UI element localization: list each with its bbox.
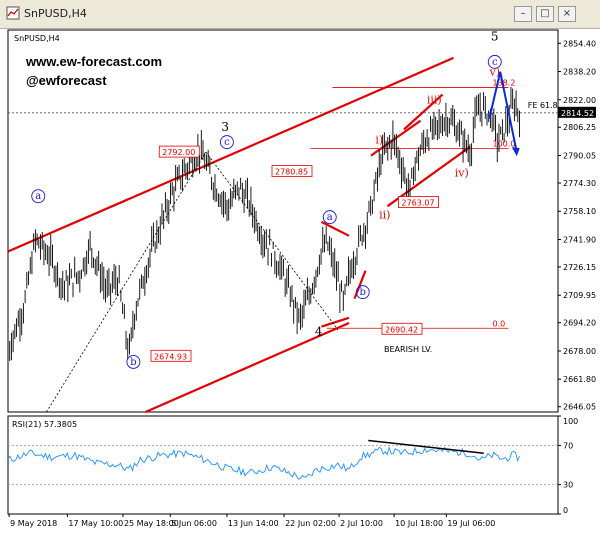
wave-label: i): [375, 133, 383, 146]
time-tick-label: 17 May 10:00: [68, 519, 123, 528]
wave-label: b: [130, 357, 136, 368]
price-label: 2690.42: [385, 325, 418, 334]
price-tick-label: 2790.05: [563, 152, 596, 161]
price-tick-label: 2822.00: [563, 96, 596, 105]
current-price-box: [558, 106, 596, 118]
wave-connector-line: [205, 151, 339, 331]
projection-path: [488, 71, 520, 157]
rsi-panel-frame: [7, 415, 559, 515]
price-axis: 2854.40 2838.20 2822.00 2806.25 2790.05 2774.…: [558, 39, 596, 412]
wave-connector: [46, 151, 339, 413]
rsi-label: RSI(21) 57.3805: [12, 420, 77, 429]
wave-circle: [322, 210, 337, 225]
fib-label: 0.0: [493, 319, 506, 328]
window-title: SnPUSD,H4: [24, 7, 87, 20]
price-label: 2780.85: [275, 168, 308, 177]
fib-label: 100.0: [493, 140, 516, 149]
price-tick-label: 2741.90: [563, 235, 596, 244]
wave-label: 3: [221, 120, 229, 134]
time-tick-label: 13 Jun 14:00: [228, 519, 279, 528]
watermark-url: www.ew-forecast.com: [25, 54, 162, 69]
trendlines: [7, 56, 471, 414]
fib-levels: 138.2 100.0 0.0 FE 61.8: [310, 79, 558, 329]
wave-label: 4: [315, 324, 323, 338]
trendline: [7, 56, 454, 253]
current-price-label: 2814.52: [561, 109, 594, 118]
trendline: [403, 93, 444, 131]
wave-circle: [219, 135, 234, 150]
price-tick-label: 2678.00: [563, 347, 596, 356]
time-tick-label: 25 May 18:00: [124, 519, 179, 528]
rsi-tick-label: 100: [563, 417, 578, 426]
price-label: 2763.07: [402, 199, 435, 208]
price-label-box: [150, 349, 192, 362]
maximize-icon[interactable]: □: [536, 6, 554, 22]
price-tick-label: 2709.95: [563, 291, 596, 300]
wave-label: a: [327, 212, 333, 223]
price-tick-label: 2758.10: [563, 207, 596, 216]
wave-label: c: [224, 137, 230, 148]
title-bar: SnPUSD,H4 – □ ×: [0, 0, 600, 29]
price-tick-label: 2774.30: [563, 179, 596, 188]
projection-arrow-icon: [511, 147, 520, 157]
bearish-annotation: BEARISH LV.: [384, 345, 432, 354]
time-tick-label: 10 Jul 18:00: [395, 519, 443, 528]
price-label-box: [398, 196, 439, 208]
price-label-box: [271, 165, 313, 177]
time-tick-label: 9 May 2018: [10, 519, 57, 528]
rsi-line: [7, 446, 520, 480]
price-label: 2674.93: [154, 352, 187, 361]
time-tick-label: 2 Jul 10:00: [340, 519, 383, 528]
trendline: [321, 220, 350, 237]
time-tick-label: 5 Jun 06:00: [171, 519, 217, 528]
rsi-tick-label: 0: [563, 506, 568, 515]
wave-labels: 3 4 5 a b c a b c i) ii) iii) iv) v): [31, 29, 502, 369]
time-tick-label: 22 Jun 02:00: [285, 519, 336, 528]
wave-label: iii): [427, 93, 442, 106]
close-icon[interactable]: ×: [558, 6, 576, 22]
wave-label: b: [360, 287, 366, 298]
price-tick-label: 2806.25: [563, 123, 596, 132]
projection-line: [488, 71, 518, 153]
trendline: [145, 322, 350, 414]
wave-label: a: [35, 191, 41, 202]
wave-label: ii): [379, 208, 390, 221]
time-axis: 9 May 2018 17 May 10:00 25 May 18:005 Jun …: [8, 514, 495, 528]
fib-label: 138.2: [493, 79, 516, 88]
price-label-box: [381, 322, 423, 335]
price-tick-label: 2854.40: [563, 39, 596, 48]
price-tick-label: 2694.20: [563, 319, 596, 328]
wave-label: iv): [455, 167, 469, 180]
wave-circle: [355, 285, 370, 300]
price-bars: [7, 86, 520, 362]
wave-circle: [126, 354, 141, 369]
rsi-tick-label: 30: [563, 481, 573, 490]
rsi-indicator: 100 70 30 0: [7, 415, 578, 515]
time-tick-label: 19 Jul 06:00: [447, 519, 495, 528]
price-label: 2792.00: [162, 148, 195, 157]
wave-connector-line: [46, 151, 207, 413]
fib-extension-label: FE 61.8: [528, 101, 558, 110]
chart-icon: [6, 6, 20, 20]
chart-canvas: SnPUSD,H4 www.ew-forecast.com @ewforecas…: [7, 29, 596, 528]
watermark-handle: @ewforecast: [26, 73, 107, 88]
main-plot-frame: [7, 29, 559, 413]
price-tick-label: 2838.20: [563, 68, 596, 77]
minimize-icon[interactable]: –: [514, 6, 532, 22]
wave-circle: [487, 54, 502, 69]
wave-label: v): [488, 65, 500, 78]
price-tick-label: 2726.15: [563, 263, 596, 272]
wave-label: c: [492, 57, 498, 68]
price-tick-label: 2646.05: [563, 403, 596, 412]
price-tick-label: 2661.80: [563, 375, 596, 384]
price-labels: 2792.00 2780.85 2763.07 2674.93 2690.42: [150, 145, 439, 362]
rsi-divergence-line: [368, 439, 484, 454]
wave-label: 5: [491, 29, 499, 43]
rsi-tick-label: 70: [563, 441, 573, 450]
wave-circle: [31, 189, 46, 204]
symbol-label: SnPUSD,H4: [14, 34, 60, 43]
price-label-box: [158, 145, 200, 158]
trendline: [321, 316, 350, 328]
